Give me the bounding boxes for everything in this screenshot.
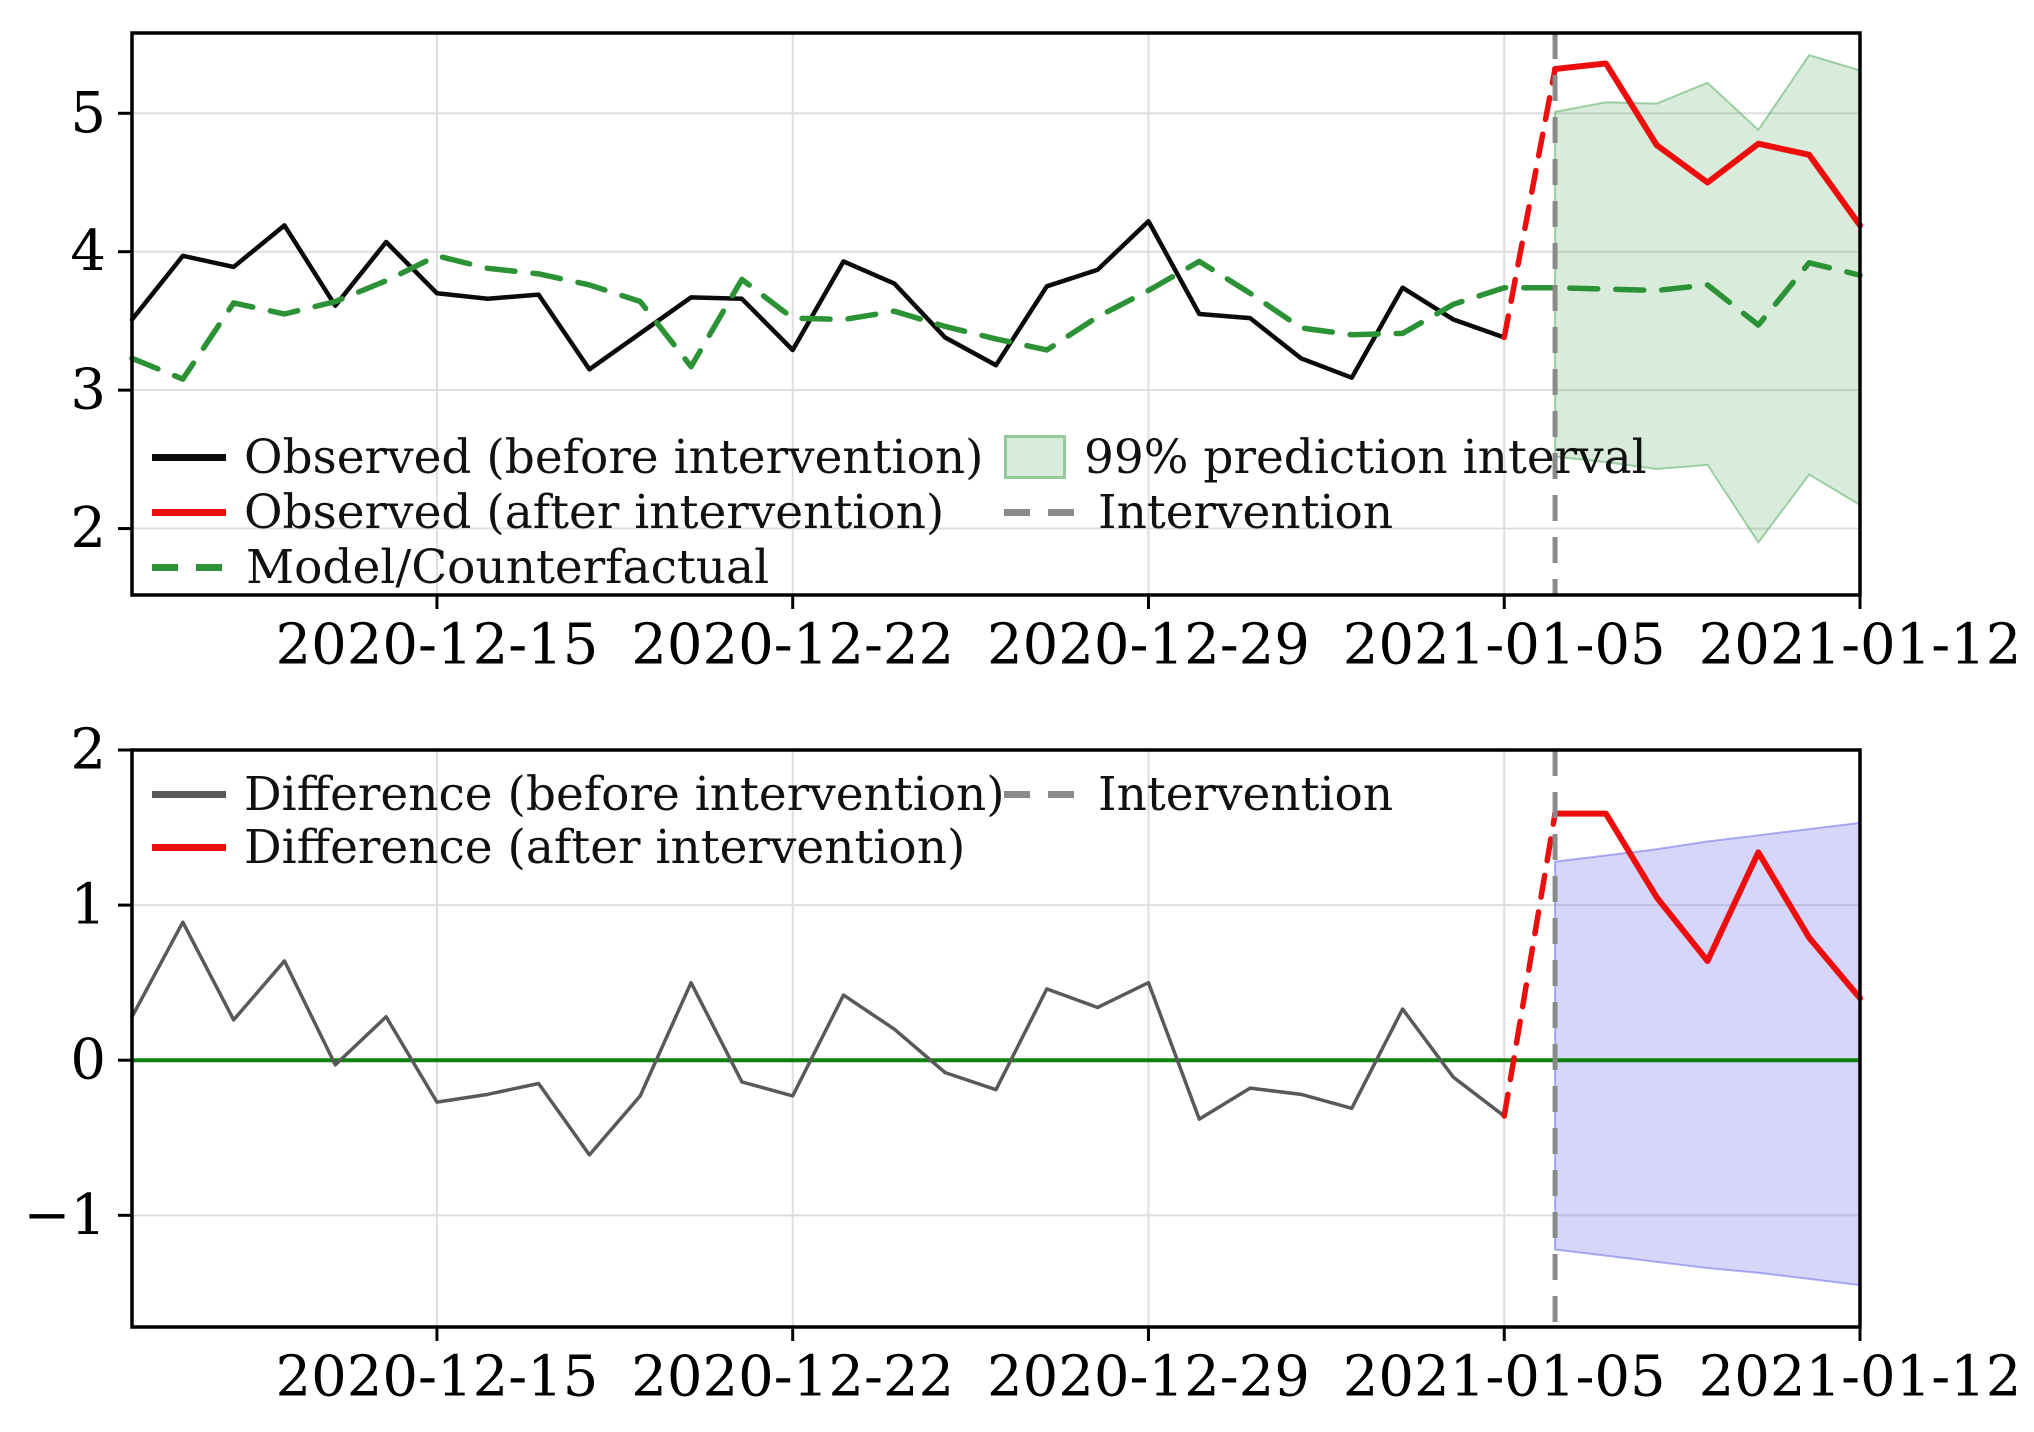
legend-item-prediction-interval: 99% prediction interval: [1004, 431, 1647, 483]
intervention-connector-dash: [1501, 66, 1558, 341]
difference-interval-band: [1554, 821, 1861, 1287]
observed-before-line: [129, 219, 1507, 380]
model-counterfactual-line: [129, 253, 1863, 382]
difference-after-line: [1552, 810, 1863, 1002]
y-tick-label: 4: [70, 219, 106, 284]
y-tick-label: 5: [70, 81, 106, 146]
difference-before-line-swatch: [152, 790, 226, 798]
axes-spines: [130, 748, 1862, 1329]
x-tick-label: 2020-12-15: [276, 1345, 599, 1410]
legend-label: Observed (after intervention): [244, 484, 945, 540]
intervention-dash-swatch: [1004, 508, 1080, 516]
difference-after-line-swatch: [152, 843, 226, 851]
y-tick-label: 2: [70, 718, 106, 783]
observed-before-line-swatch: [152, 453, 226, 461]
x-tick-label: 2020-12-22: [631, 1345, 954, 1410]
prediction-interval-patch-swatch: [1004, 435, 1066, 479]
legend-item-intervention-bottom: Intervention: [1004, 768, 1393, 820]
difference-before-line: [130, 920, 1506, 1157]
x-tick-label: 2020-12-29: [987, 613, 1310, 678]
x-tick-label: 2021-01-12: [1699, 613, 2022, 678]
x-tick-label: 2020-12-15: [276, 613, 599, 678]
axes-spines: [130, 31, 1862, 597]
legend-item-observed-after: Observed (after intervention): [152, 486, 944, 538]
legend-label: Difference (after intervention): [244, 819, 966, 875]
intervention-dash-swatch: [1004, 790, 1080, 798]
y-tick-label: 3: [70, 358, 106, 423]
legend-label: Observed (before intervention): [244, 429, 984, 485]
legend-label: 99% prediction interval: [1084, 429, 1647, 485]
legend-label: Difference (before intervention): [244, 766, 1005, 822]
legend-item-model-counterfactual: Model/Counterfactual: [152, 541, 769, 593]
x-tick-label: 2020-12-29: [987, 1345, 1310, 1410]
legend-item-difference-before: Difference (before intervention): [152, 768, 1005, 820]
y-tick-label: 1: [70, 873, 106, 938]
legend-item-observed-before: Observed (before intervention): [152, 431, 984, 483]
legend-item-difference-after: Difference (after intervention): [152, 821, 965, 873]
legend-label: Intervention: [1098, 484, 1394, 540]
model-counterfactual-dash-swatch: [152, 563, 228, 571]
x-tick-label: 2021-01-12: [1699, 1345, 2022, 1410]
y-tick-label: 2: [70, 496, 106, 561]
x-tick-label: 2021-01-05: [1343, 1345, 1666, 1410]
x-tick-label: 2021-01-05: [1343, 613, 1666, 678]
y-tick-label: 0: [70, 1028, 106, 1093]
observed-after-line-swatch: [152, 508, 226, 516]
intervention-connector-dash: [1501, 810, 1558, 1119]
legend-label: Intervention: [1098, 766, 1394, 822]
y-tick-label: −1: [23, 1183, 106, 1248]
legend-item-intervention-top: Intervention: [1004, 486, 1393, 538]
observed-after-line: [1552, 60, 1863, 229]
x-tick-label: 2020-12-22: [631, 613, 954, 678]
legend-label: Model/Counterfactual: [246, 539, 770, 595]
